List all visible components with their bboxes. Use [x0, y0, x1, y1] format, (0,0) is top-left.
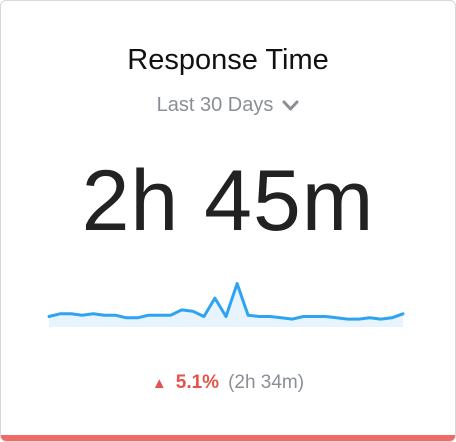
- triangle-up-icon: ▲: [151, 375, 167, 392]
- change-indicator: ▲ 5.1% (2h 34m): [1, 370, 455, 397]
- previous-value: (2h 34m): [228, 372, 305, 393]
- period-label: Last 30 Days: [156, 94, 274, 116]
- accent-bar: [1, 435, 455, 441]
- sparkline-chart: [47, 282, 405, 327]
- sparkline-line: [47, 282, 405, 321]
- period-dropdown[interactable]: Last 30 Days: [1, 92, 455, 118]
- metric-value: 2h 45m: [81, 153, 375, 249]
- card-title: Response Time: [127, 44, 329, 76]
- sparkline-area: [49, 283, 403, 327]
- change-percent: 5.1%: [175, 372, 220, 393]
- chevron-down-icon: [282, 100, 299, 111]
